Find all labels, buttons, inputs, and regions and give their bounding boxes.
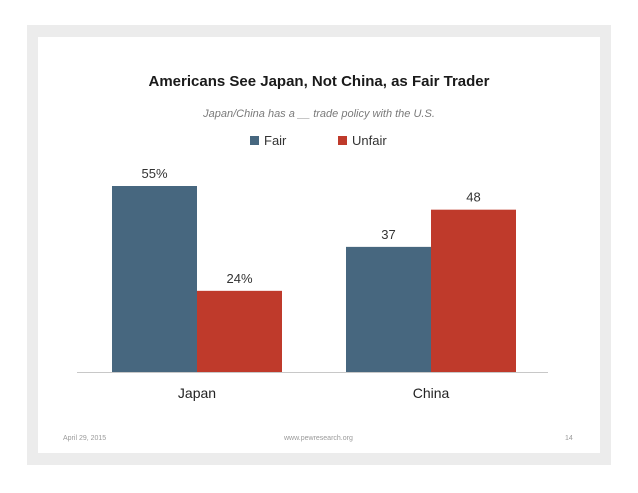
data-label-china-fair: 37 <box>381 227 395 242</box>
legend-label-fair: Fair <box>264 133 287 148</box>
chart-title: Americans See Japan, Not China, as Fair … <box>148 73 490 90</box>
bar-japan-unfair <box>197 290 282 372</box>
legend-item-fair: Fair <box>250 133 286 148</box>
legend-item-unfair: Unfair <box>338 133 387 148</box>
chart-subtitle: Japan/China has a __ trade policy with t… <box>203 108 435 120</box>
legend-swatch-unfair <box>338 136 347 145</box>
data-label-japan-unfair: 24% <box>226 271 252 286</box>
footer-date: April 29, 2015 <box>63 435 107 442</box>
legend: Fair Unfair <box>0 133 638 151</box>
category-label-china: China <box>413 385 450 401</box>
data-label-china-unfair: 48 <box>466 190 480 205</box>
data-label-japan-fair: 55% <box>141 166 167 181</box>
bar-japan-fair <box>112 186 197 372</box>
footer-source: www.pewresearch.org <box>284 435 353 442</box>
legend-label-unfair: Unfair <box>352 133 387 148</box>
bar-china-fair <box>346 246 431 372</box>
legend-swatch-fair <box>250 136 259 145</box>
footer-page-number: 14 <box>565 435 573 442</box>
bar-china-unfair <box>431 209 516 372</box>
category-label-japan: Japan <box>178 385 216 401</box>
